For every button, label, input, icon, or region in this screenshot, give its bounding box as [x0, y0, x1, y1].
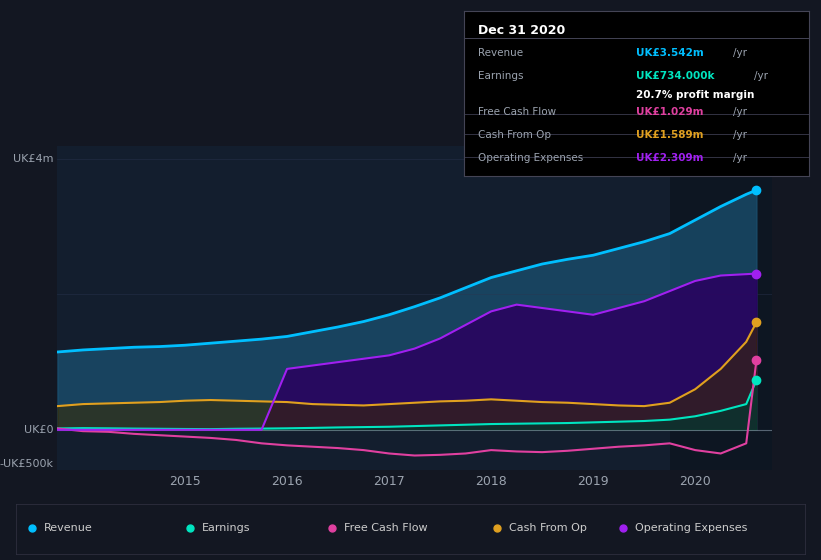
Text: /yr: /yr [733, 107, 747, 117]
Text: Earnings: Earnings [478, 71, 523, 81]
Text: Revenue: Revenue [478, 48, 523, 58]
Text: /yr: /yr [754, 71, 768, 81]
Text: UK£734.000k: UK£734.000k [636, 71, 715, 81]
Text: Cash From Op: Cash From Op [478, 130, 551, 140]
Text: UK£3.542m: UK£3.542m [636, 48, 704, 58]
Text: Free Cash Flow: Free Cash Flow [343, 523, 427, 533]
Text: /yr: /yr [733, 130, 747, 140]
Text: UK£2.309m: UK£2.309m [636, 153, 704, 164]
Text: Dec 31 2020: Dec 31 2020 [478, 25, 565, 38]
Text: /yr: /yr [733, 48, 747, 58]
Text: Revenue: Revenue [44, 523, 93, 533]
Text: UK£1.029m: UK£1.029m [636, 107, 704, 117]
Text: Earnings: Earnings [202, 523, 250, 533]
Text: -UK£500k: -UK£500k [0, 459, 54, 469]
Bar [670, 146, 772, 470]
Text: UK£4m: UK£4m [13, 154, 54, 164]
Text: Operating Expenses: Operating Expenses [478, 153, 583, 164]
Text: Cash From Op: Cash From Op [509, 523, 587, 533]
Text: UK£1.589m: UK£1.589m [636, 130, 704, 140]
Text: /yr: /yr [733, 153, 747, 164]
Text: Operating Expenses: Operating Expenses [635, 523, 747, 533]
Text: 20.7% profit margin: 20.7% profit margin [636, 91, 754, 100]
Text: Free Cash Flow: Free Cash Flow [478, 107, 556, 117]
Text: UK£0: UK£0 [25, 425, 54, 435]
